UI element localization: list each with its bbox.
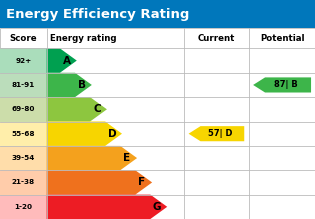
Text: Score: Score <box>9 34 37 43</box>
Polygon shape <box>253 77 311 92</box>
Polygon shape <box>189 126 244 141</box>
Polygon shape <box>47 73 92 97</box>
Text: C: C <box>93 104 100 114</box>
Text: Current: Current <box>198 34 235 43</box>
Text: Energy rating: Energy rating <box>50 34 117 43</box>
Text: 92+: 92+ <box>15 58 32 64</box>
Text: A: A <box>63 56 71 65</box>
Text: 55-68: 55-68 <box>12 131 35 137</box>
Text: F: F <box>139 177 146 187</box>
Text: 69-80: 69-80 <box>12 106 35 112</box>
Polygon shape <box>47 97 107 122</box>
Polygon shape <box>47 122 122 146</box>
Polygon shape <box>47 146 137 170</box>
Bar <box>0 97 47 122</box>
Bar <box>0 48 47 73</box>
Text: Energy Efficiency Rating: Energy Efficiency Rating <box>6 7 189 21</box>
Text: B: B <box>78 80 86 90</box>
Polygon shape <box>47 170 152 195</box>
Text: E: E <box>123 153 130 163</box>
Text: G: G <box>153 202 161 212</box>
Bar <box>0 73 47 97</box>
Text: D: D <box>108 129 116 139</box>
Polygon shape <box>47 48 77 73</box>
Text: 1-20: 1-20 <box>14 204 32 210</box>
Text: 87| B: 87| B <box>274 80 298 89</box>
Polygon shape <box>47 195 167 219</box>
Bar <box>0 0 315 28</box>
Bar <box>0 28 315 219</box>
Text: 81-91: 81-91 <box>12 82 35 88</box>
Bar <box>0 195 47 219</box>
Bar <box>0 122 47 146</box>
Text: 21-38: 21-38 <box>12 179 35 185</box>
Text: 57| D: 57| D <box>208 129 232 138</box>
Bar <box>0 170 47 195</box>
Text: 39-54: 39-54 <box>12 155 35 161</box>
Text: Potential: Potential <box>260 34 304 43</box>
Bar <box>0 146 47 170</box>
